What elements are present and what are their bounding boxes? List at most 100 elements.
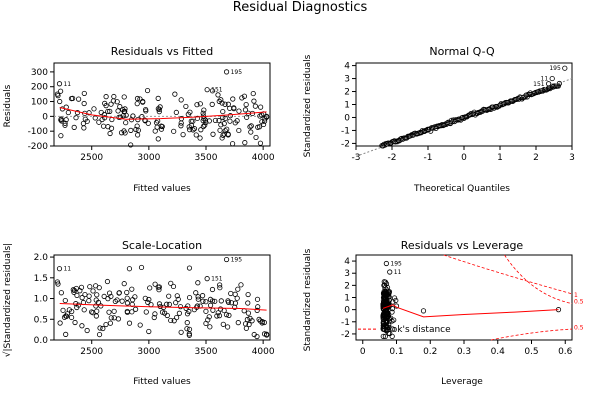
data-point bbox=[184, 326, 190, 332]
cooks-contour-label: 0.5 bbox=[574, 325, 584, 332]
data-point bbox=[132, 294, 138, 300]
data-point bbox=[71, 289, 77, 295]
panel-scale-location: Scale-Location Fitted values √|Standardi… bbox=[2, 239, 202, 387]
outlier-point bbox=[56, 266, 63, 272]
data-point bbox=[159, 309, 166, 315]
x-tick-label: 0.1 bbox=[389, 347, 403, 357]
data-point bbox=[220, 108, 226, 115]
outlier-label: 11 bbox=[394, 269, 402, 276]
data-point bbox=[58, 118, 65, 124]
data-point bbox=[209, 88, 216, 94]
outlier-point bbox=[223, 256, 230, 263]
data-point bbox=[87, 284, 93, 290]
y-tick-label: 1 bbox=[344, 294, 350, 304]
data-point bbox=[393, 297, 399, 304]
data-point bbox=[200, 298, 206, 304]
x-tick-label: 0.6 bbox=[558, 347, 573, 357]
data-point bbox=[221, 121, 227, 127]
data-point bbox=[100, 325, 106, 332]
data-point bbox=[218, 298, 224, 304]
data-point bbox=[254, 307, 260, 313]
data-point bbox=[60, 307, 66, 313]
x-tick-label: 4000 bbox=[252, 347, 275, 357]
plot-frame bbox=[53, 254, 271, 341]
data-point bbox=[184, 311, 191, 317]
data-point bbox=[209, 298, 216, 304]
data-point bbox=[171, 128, 177, 134]
x-tick-label: 0 bbox=[461, 153, 467, 163]
cooks-contour-lower bbox=[490, 328, 573, 341]
data-point bbox=[245, 300, 251, 306]
y-tick-label: 4 bbox=[344, 257, 350, 267]
y-tick-label: 2 bbox=[344, 281, 350, 291]
data-point bbox=[232, 304, 238, 310]
outlier-point bbox=[204, 87, 210, 93]
data-point bbox=[62, 297, 68, 304]
data-point bbox=[105, 108, 111, 115]
data-point bbox=[225, 324, 231, 330]
data-point bbox=[157, 303, 163, 310]
data-point bbox=[144, 87, 151, 94]
data-point bbox=[137, 322, 143, 328]
data-point bbox=[152, 311, 158, 317]
outlier-label: 11 bbox=[63, 81, 71, 88]
data-point bbox=[383, 281, 390, 287]
y-tick-label: 100 bbox=[31, 98, 48, 108]
x-axis-label: Fitted values bbox=[133, 377, 191, 387]
data-point bbox=[389, 309, 395, 315]
data-point bbox=[173, 109, 179, 116]
data-point bbox=[166, 301, 172, 308]
panel-plot-area: 2500 3000 3500 4000 0.0 0.5 1.0 1.5 2.0 11 195 151 bbox=[34, 253, 275, 357]
data-point bbox=[143, 309, 149, 315]
data-point bbox=[384, 299, 390, 305]
data-point bbox=[104, 278, 111, 285]
data-point bbox=[194, 102, 200, 108]
data-point bbox=[115, 108, 121, 114]
outlier-label: 11 bbox=[63, 266, 71, 273]
cooks-contour-label: 1 bbox=[574, 292, 578, 299]
data-point bbox=[220, 132, 226, 138]
y-tick-label: -2 bbox=[341, 139, 350, 149]
data-point bbox=[133, 306, 139, 312]
data-point bbox=[97, 325, 103, 331]
x-axis-label: Fitted values bbox=[133, 184, 191, 194]
data-point bbox=[382, 289, 388, 295]
data-point bbox=[383, 322, 389, 329]
y-tick-label: -100 bbox=[28, 127, 49, 137]
data-point bbox=[76, 96, 82, 102]
data-point bbox=[114, 99, 120, 105]
data-point bbox=[81, 307, 87, 313]
data-point bbox=[58, 116, 64, 122]
data-point bbox=[100, 123, 107, 129]
data-point bbox=[93, 297, 99, 303]
data-point bbox=[215, 310, 221, 316]
outlier-point bbox=[562, 65, 568, 71]
data-point bbox=[207, 302, 214, 308]
data-point bbox=[186, 127, 193, 133]
data-point bbox=[147, 285, 153, 291]
data-point bbox=[245, 310, 252, 316]
data-point bbox=[63, 331, 69, 337]
outlier-label: 195 bbox=[390, 261, 402, 268]
y-tick-label: -1 bbox=[341, 318, 350, 328]
data-point bbox=[248, 129, 254, 135]
data-point bbox=[154, 124, 160, 130]
x-tick-label: 3500 bbox=[195, 153, 218, 163]
data-point bbox=[545, 86, 551, 92]
data-point bbox=[195, 296, 201, 302]
x-tick-label: 3000 bbox=[137, 153, 160, 163]
panel-title: Normal Q-Q bbox=[429, 45, 495, 58]
data-point bbox=[81, 125, 87, 131]
y-tick-label: 4 bbox=[344, 62, 350, 72]
cooks-contour-upper-2 bbox=[504, 254, 573, 304]
data-point bbox=[78, 284, 85, 290]
data-point bbox=[164, 312, 170, 319]
data-point bbox=[232, 291, 238, 297]
data-point bbox=[156, 287, 162, 293]
data-point bbox=[86, 298, 92, 304]
data-point bbox=[107, 130, 113, 137]
data-point bbox=[383, 328, 390, 334]
data-point bbox=[108, 315, 114, 321]
data-point bbox=[241, 93, 248, 99]
